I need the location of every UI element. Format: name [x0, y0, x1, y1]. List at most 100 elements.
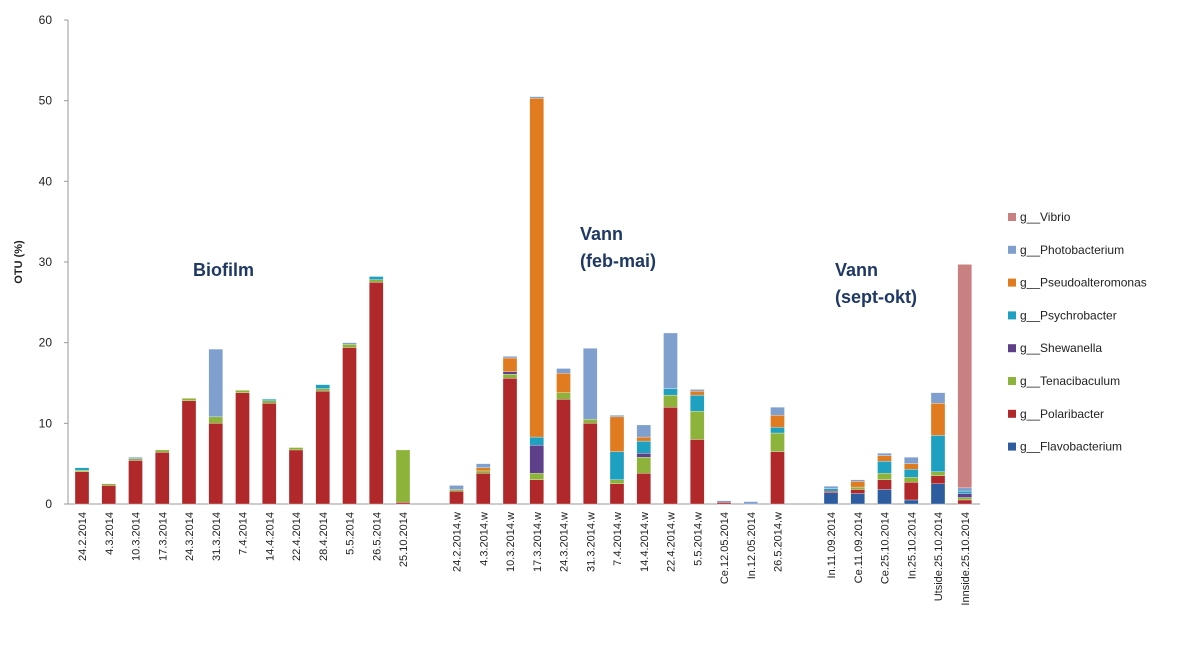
legend-label: g__Pseudoalteromonas: [1020, 276, 1147, 290]
bar-segment: [529, 436, 544, 446]
bar-segment: [208, 416, 223, 424]
x-tick-label: 24.2.2014: [77, 512, 89, 561]
bar-segment: [449, 490, 464, 505]
bar-segment: [529, 479, 544, 505]
x-tick-label: 10.3.2014.w: [505, 512, 517, 572]
x-tick-label: 17.3.2014.w: [532, 512, 544, 572]
legend-label: g__Flavobacterium: [1020, 440, 1122, 454]
x-tick-label: 25.10.2014: [398, 512, 410, 567]
bar-segment: [315, 384, 330, 389]
legend-swatch: [1008, 245, 1016, 254]
bar-segment: [556, 373, 571, 393]
bar-segment: [262, 400, 277, 404]
legend-swatch: [1008, 278, 1016, 287]
bar-segment: [877, 461, 892, 474]
bar-segment: [823, 490, 839, 493]
bar-segment: [877, 453, 892, 456]
bar-segment: [181, 400, 197, 505]
bar-segment: [930, 403, 946, 436]
bar-segment: [609, 479, 625, 484]
bar-segment: [181, 398, 197, 401]
bar-segment: [850, 486, 865, 490]
bar-segment: [369, 282, 384, 505]
bar-segment: [716, 502, 732, 505]
bar-segment: [208, 348, 223, 418]
bar-segment: [770, 451, 785, 505]
bar-segment: [502, 371, 518, 375]
bar-segment: [502, 357, 518, 372]
annotation: (feb-mai): [580, 251, 656, 271]
bar-segment: [74, 469, 90, 472]
legend-swatch: [1008, 377, 1016, 385]
x-tick-label: 14.4.2014: [264, 512, 276, 561]
bar-segment: [342, 344, 357, 348]
y-tick-label: 60: [39, 13, 53, 27]
x-tick-label: In.11.09.2014: [826, 512, 838, 578]
x-tick-label: 5.5.2014.w: [692, 512, 704, 566]
bar-segment: [74, 467, 90, 471]
bar-segment: [369, 276, 384, 280]
bar-segment: [502, 356, 518, 359]
bar-segment: [502, 373, 518, 379]
x-tick-label: In.12.05.2014: [746, 512, 758, 579]
bar-segment: [930, 392, 946, 404]
bar-segment: [636, 424, 651, 438]
bar-segment: [930, 471, 946, 476]
y-tick-label: 50: [39, 94, 53, 108]
legend-label: g__Vibrio: [1020, 210, 1071, 224]
x-tick-label: Ce.12.05.2014: [719, 512, 731, 584]
bar-segment: [716, 500, 732, 503]
bar-segment: [663, 332, 678, 389]
bar-segment: [369, 279, 384, 283]
x-tick-label: 5.5.2014: [345, 512, 357, 555]
bar-segment: [663, 394, 678, 408]
y-tick-label: 40: [39, 174, 53, 188]
bar-segment: [850, 479, 865, 482]
bar-segment: [101, 483, 116, 486]
bar-segment: [957, 493, 972, 498]
bar-segment: [342, 342, 357, 345]
bar-segment: [823, 492, 839, 505]
x-tick-label: 28.4.2014: [318, 512, 330, 561]
bar-segment: [904, 477, 919, 483]
bar-segment: [930, 475, 946, 484]
bar-segment: [957, 264, 972, 489]
bar-segment: [957, 499, 972, 505]
bar-segment: [315, 388, 330, 392]
bar-segment: [957, 487, 972, 492]
bar-segment: [476, 467, 491, 472]
bar-segment: [877, 489, 892, 505]
legend-swatch: [1008, 213, 1016, 221]
bar-segment: [957, 497, 972, 501]
bar-segment: [235, 392, 250, 505]
bar-segment: [930, 435, 946, 472]
bar-segment: [288, 447, 304, 451]
x-tick-label: 26.5.2014: [371, 512, 383, 561]
bar-segment: [770, 427, 785, 434]
bar-segment: [690, 411, 705, 440]
annotation: (sept-okt): [835, 287, 917, 307]
bar-segment: [476, 470, 491, 474]
x-tick-label: 31.3.2014: [211, 512, 223, 561]
bar-segment: [449, 485, 464, 490]
bar-segment: [663, 388, 678, 396]
bar-segment: [609, 415, 625, 418]
bar-segment: [663, 407, 678, 505]
x-tick-label: Innside.25.10.2014: [960, 512, 972, 606]
bar-segment: [529, 96, 544, 99]
bar-segment: [155, 449, 170, 453]
bar-segment: [904, 463, 919, 470]
bar-segment: [904, 482, 919, 501]
y-tick-label: 10: [39, 416, 53, 430]
bar-segment: [636, 436, 651, 442]
bar-segment: [743, 501, 758, 505]
bar-segment: [850, 489, 865, 494]
bar-segment: [262, 403, 277, 505]
x-tick-label: 4.3.2014: [104, 512, 116, 555]
bar-segment: [74, 471, 90, 505]
bar-segment: [449, 489, 464, 492]
annotation: Vann: [835, 260, 878, 280]
bar-segment: [155, 452, 170, 505]
bar-segment: [957, 490, 972, 494]
